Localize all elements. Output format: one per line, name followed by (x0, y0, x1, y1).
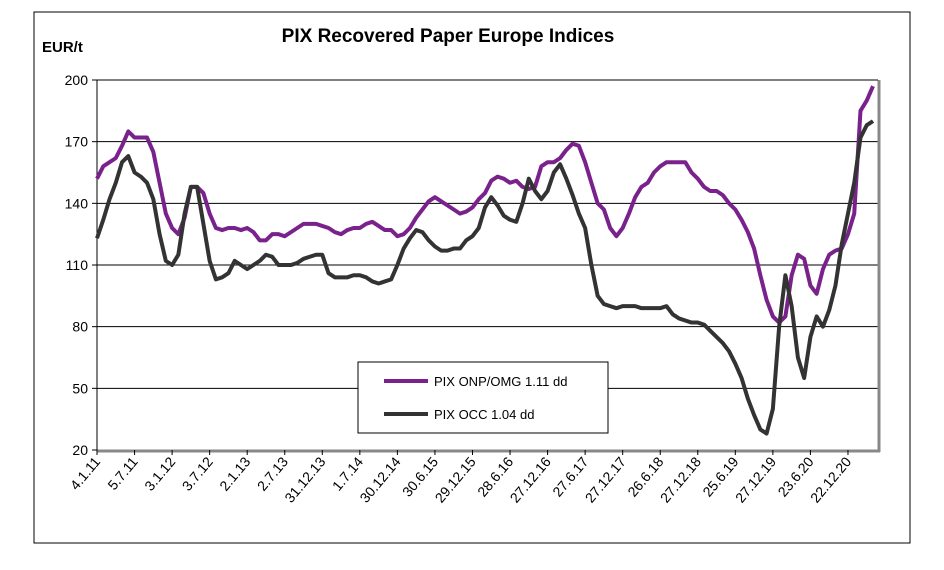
data-line (95, 119, 875, 436)
y-tick-label: 110 (66, 257, 89, 273)
legend-label: PIX OCC 1.04 dd (434, 407, 534, 422)
y-tick-label: 140 (65, 195, 89, 211)
y-tick-label: 50 (72, 380, 88, 396)
y-tick-label: 170 (65, 134, 89, 150)
y-axis-label: EUR/t (42, 39, 83, 56)
y-tick-label: 200 (65, 72, 89, 88)
y-tick-label: 20 (72, 442, 88, 458)
chart-title: PIX Recovered Paper Europe Indices (282, 26, 615, 47)
data-line (95, 85, 875, 325)
y-tick-label: 80 (72, 319, 88, 335)
legend-label: PIX ONP/OMG 1.11 dd (434, 374, 567, 389)
legend-box (357, 361, 609, 434)
